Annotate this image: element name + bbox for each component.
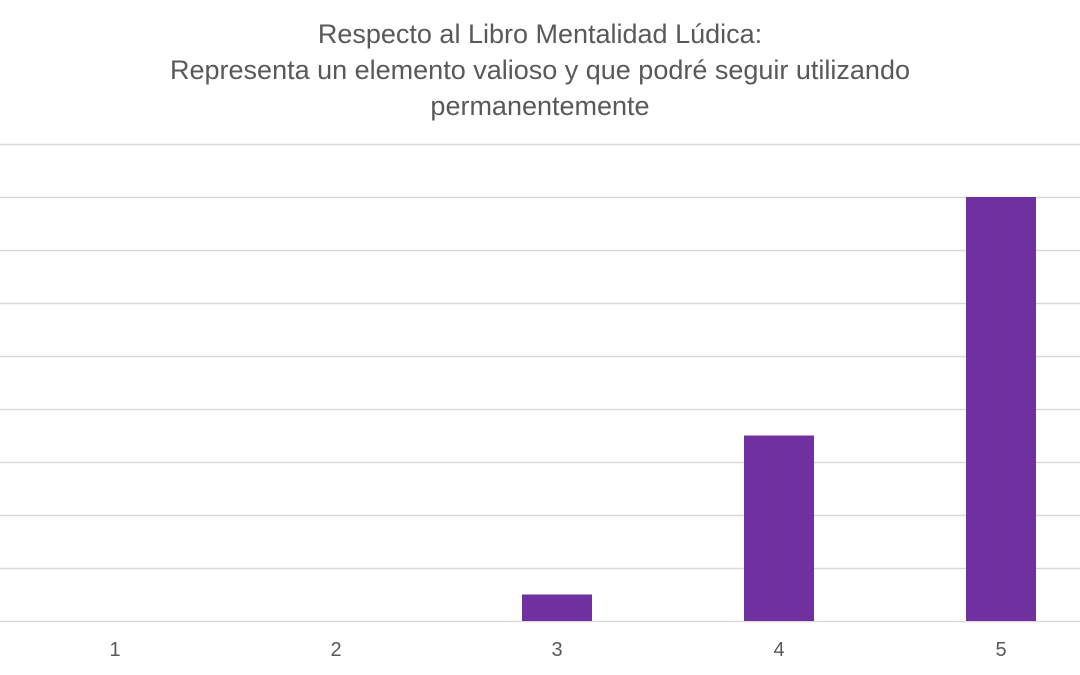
x-tick-label-5: 5 bbox=[995, 639, 1006, 661]
bar-4 bbox=[744, 435, 814, 621]
x-tick-label-1: 1 bbox=[109, 639, 120, 661]
bar-5 bbox=[966, 197, 1036, 621]
x-tick-label-3: 3 bbox=[551, 639, 562, 661]
chart-title: Respecto al Libro Mentalidad Lúdica: Rep… bbox=[0, 16, 1080, 124]
x-tick-label-2: 2 bbox=[330, 639, 341, 661]
x-tick-label-4: 4 bbox=[773, 639, 784, 661]
bar-3 bbox=[522, 594, 592, 621]
chart-title-line-3: permanentemente bbox=[430, 91, 650, 121]
chart-title-line-1: Respecto al Libro Mentalidad Lúdica: bbox=[317, 19, 763, 49]
chart-title-line-2: Representa un elemento valioso y que pod… bbox=[170, 55, 910, 85]
